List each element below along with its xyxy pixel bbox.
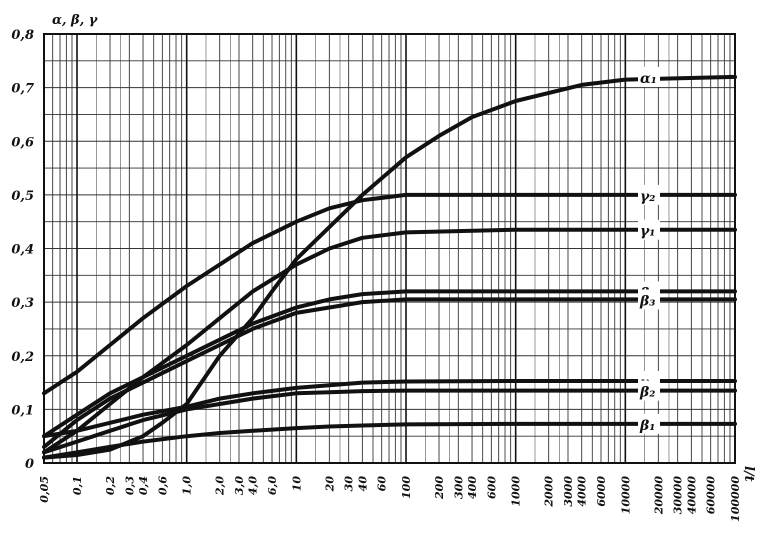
- x-tick-label: 2,0: [214, 476, 227, 496]
- y-axis-label: α, β, γ: [52, 13, 99, 28]
- y-tick-label: 0,4: [11, 243, 34, 258]
- x-tick-label: 100000: [729, 476, 742, 522]
- series-label: β₁: [639, 418, 655, 434]
- x-tick-label: 0,1: [71, 476, 84, 495]
- series-line: [42, 388, 737, 455]
- x-tick-label: 40000: [685, 476, 698, 515]
- series-label: α₁: [640, 71, 657, 87]
- x-axis-label-group: l/t: [741, 466, 756, 482]
- series-line: [42, 297, 737, 449]
- grid-major: [43, 33, 736, 464]
- series-label-backdrop: [638, 380, 660, 401]
- series-label-backdrop: [638, 184, 660, 205]
- x-tick-label: 60000: [705, 476, 718, 515]
- series-label: γ₂: [640, 189, 655, 205]
- x-tick-label: 4000: [576, 476, 589, 507]
- series-line: [42, 227, 737, 455]
- x-tick-label: 30: [343, 476, 356, 492]
- x-tick-label: 0,4: [137, 476, 150, 495]
- x-tick-label: 0,3: [123, 476, 136, 495]
- series-line: [42, 421, 737, 460]
- x-tick-label: 10000: [619, 476, 632, 515]
- y-tick-label: 0,5: [11, 189, 34, 204]
- x-tick-label: 6,0: [266, 476, 279, 495]
- series-label: γ₁: [640, 224, 655, 240]
- x-tick-label: 200: [433, 476, 446, 500]
- x-tick-label: 30000: [672, 476, 685, 515]
- series-line: [42, 289, 737, 439]
- series-label-backdrop: [638, 289, 660, 310]
- x-tick-label: 0,2: [104, 476, 117, 495]
- x-tick-label: 20: [323, 476, 336, 493]
- series-line: [42, 74, 737, 460]
- x-tick-label: 40: [356, 476, 369, 492]
- series-lines: [42, 74, 737, 460]
- y-tick-label: 0,7: [11, 82, 34, 97]
- series-label: β₃: [639, 293, 655, 309]
- x-tick-label: 300: [452, 476, 465, 499]
- series-line: [42, 379, 737, 439]
- x-tick-label: 100: [400, 476, 413, 499]
- x-tick-label: 4,0: [247, 476, 260, 495]
- series-label-backdrop: [638, 66, 660, 87]
- x-tick-label: 0,05: [38, 476, 51, 503]
- x-tick-label: 20000: [652, 476, 665, 516]
- x-tick-label: 1000: [510, 476, 523, 507]
- plot-frame: [43, 33, 736, 464]
- x-tick-label: 6000: [595, 476, 608, 507]
- y-tick-label: 0,8: [11, 28, 34, 43]
- x-tick-label: 2000: [543, 476, 556, 508]
- x-tick-label: 1,0: [181, 476, 194, 495]
- grid-minor: [43, 33, 736, 464]
- y-tick-labels: 0 0,1 0,2 0,3 0,4 0,5 0,6 0,7 0,8: [11, 28, 34, 472]
- x-tick-label: 3,0: [233, 476, 246, 495]
- series-labels: α₁γ₂γ₁β₄β₃γ₃β₂β₁: [638, 66, 660, 434]
- y-tick-label: 0: [25, 457, 34, 472]
- x-tick-label: 400: [466, 476, 479, 499]
- x-tick-label: 600: [485, 476, 498, 499]
- y-tick-label: 0,6: [11, 135, 34, 150]
- series-label-backdrop: [638, 219, 660, 240]
- x-tick-labels: 0,05 0,1 0,2 0,3 0,4 0,6 1,0 2,0 3,0 4,0 6,0 10 20 30…: [38, 476, 742, 522]
- y-tick-label: 0,3: [11, 296, 34, 311]
- y-tick-label: 0,1: [11, 403, 34, 418]
- x-tick-label: 60: [376, 476, 389, 492]
- series-line: [42, 192, 737, 396]
- x-tick-label: 10: [290, 476, 303, 492]
- x-tick-label: 3000: [562, 476, 575, 507]
- x-axis-label: l/t: [741, 466, 756, 482]
- series-label: β₂: [639, 385, 655, 401]
- series-label-backdrop: [638, 413, 660, 434]
- x-tick-label: 0,6: [156, 476, 169, 495]
- y-tick-label: 0,2: [11, 350, 34, 365]
